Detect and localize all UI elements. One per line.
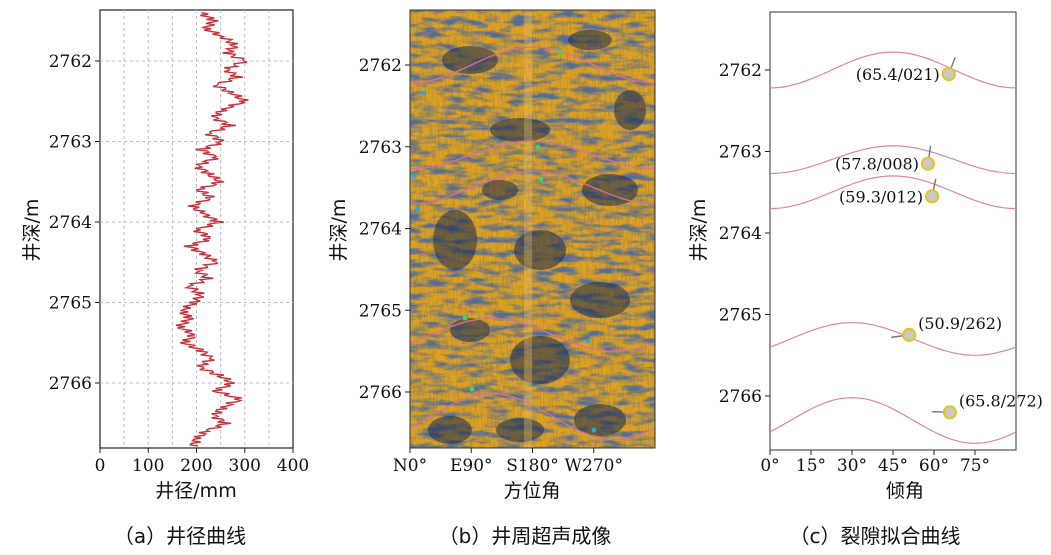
ultrasonic-x-axis-label: 方位角 <box>503 480 560 502</box>
image-dark-patch <box>482 180 518 200</box>
fracture-xtick-label: 60° <box>919 456 949 476</box>
ultrasonic-ytick-label: 2765 <box>359 301 402 321</box>
ultrasonic-image-panel: 2762 2763 2764 2765 2766 N0° E90° S180° W270° 方… <box>328 9 656 548</box>
image-pick-dot <box>421 90 427 96</box>
fit-fracture-curve <box>770 396 1016 444</box>
image-pick-dot <box>469 386 475 392</box>
fracture-ytick-label: 2763 <box>719 143 762 163</box>
image-pick-dot <box>535 144 541 150</box>
fracture-ytick-label: 2762 <box>719 61 762 81</box>
image-dark-patch <box>510 336 570 384</box>
fit-fracture-curve <box>770 175 1016 210</box>
image-dark-patch <box>496 418 544 442</box>
ultrasonic-xtick-label: N0° <box>393 456 427 476</box>
fracture-xtick-label: 0° <box>760 456 779 476</box>
fit-point <box>902 327 917 342</box>
fit-point-label: (65.4/021) <box>856 65 940 84</box>
caliper-y-axis-label: 井深/m <box>21 199 43 262</box>
image-pick-dot <box>557 49 563 55</box>
image-dark-patch <box>450 318 490 342</box>
fracture-fit-panel: (65.4/021) (57.8/008) (59.3/012) (50.9/262)… <box>688 11 1043 548</box>
image-bright-stripe <box>524 10 533 448</box>
fracture-ytick-label: 2764 <box>719 224 762 244</box>
fracture-plot-frame <box>769 11 1017 451</box>
caliper-caption: （a）井径曲线 <box>114 524 246 548</box>
image-pick-dot <box>591 427 597 433</box>
ultrasonic-ytick-label: 2764 <box>359 220 402 240</box>
fit-point <box>942 405 957 420</box>
image-fracture-trace <box>410 170 655 205</box>
image-pick-dot <box>538 176 544 182</box>
fracture-ytick-label: 2765 <box>719 306 762 326</box>
fit-fracture-curve <box>770 145 1016 175</box>
fit-point <box>941 66 956 82</box>
ultrasonic-xtick-label: S180° <box>506 456 559 476</box>
image-dark-patch <box>574 404 626 436</box>
image-fracture-trace <box>410 392 655 441</box>
ultrasonic-ytick-label: 2766 <box>359 383 402 403</box>
image-dark-patch <box>568 30 612 50</box>
fit-point-label: (57.8/008) <box>835 155 919 174</box>
fit-fracture-curve <box>770 322 1016 356</box>
image-dark-patch <box>614 90 646 130</box>
caliper-xtick-label: 300 <box>229 456 261 476</box>
fracture-y-axis-label: 井深/m <box>688 199 710 262</box>
caliper-xtick-label: 200 <box>180 456 212 476</box>
ultrasonic-xtick-label: W270° <box>565 456 623 476</box>
ultrasonic-y-axis-label: 井深/m <box>328 199 350 262</box>
fit-point-label: (59.3/012) <box>839 187 923 206</box>
caliper-ytick-label: 2763 <box>49 133 92 153</box>
fracture-x-axis-label: 倾角 <box>886 480 924 502</box>
fracture-caption: （c）裂隙拟合曲线 <box>790 524 961 548</box>
fracture-xtick-label: 15° <box>796 456 826 476</box>
caliper-xtick-label: 100 <box>132 456 164 476</box>
ultrasonic-ytick-label: 2762 <box>359 56 402 76</box>
caliper-curve <box>175 12 249 447</box>
image-dark-patch <box>514 230 566 270</box>
caliper-ytick-label: 2766 <box>49 374 92 394</box>
ultrasonic-image <box>410 10 655 448</box>
image-dark-patch <box>490 118 550 142</box>
fit-point <box>920 156 936 171</box>
caliper-xtick-label: 0 <box>95 456 106 476</box>
image-pick-dot <box>585 338 591 344</box>
fracture-xtick-label: 30° <box>837 456 867 476</box>
ultrasonic-caption: （b）井周超声成像 <box>439 524 612 548</box>
image-pick-dot <box>415 206 421 212</box>
ultrasonic-xtick-label: E90° <box>450 456 493 476</box>
fit-fracture-curve <box>770 51 1016 89</box>
image-dark-patch <box>582 174 638 206</box>
image-dark-patch <box>433 210 477 270</box>
fracture-ytick-label: 2766 <box>719 387 762 407</box>
image-dark-patch <box>428 416 472 444</box>
fit-point <box>924 189 940 204</box>
fracture-xtick-label: 45° <box>878 456 908 476</box>
fit-point-label: (65.8/272) <box>959 391 1043 410</box>
image-fracture-trace <box>410 317 655 352</box>
image-fracture-trace <box>410 140 655 170</box>
image-fracture-trace <box>410 46 655 84</box>
caliper-x-axis-label: 井径/mm <box>155 480 236 502</box>
caliper-ytick-label: 2762 <box>49 52 92 72</box>
ultrasonic-ytick-label: 2763 <box>359 138 402 158</box>
caliper-xtick-label: 400 <box>277 456 309 476</box>
caliper-ytick-label: 2764 <box>49 213 92 233</box>
image-dark-patch <box>570 282 630 318</box>
caliper-panel: 2762 2763 2764 2765 2766 0 100 200 300 400 井径/mm… <box>21 9 309 548</box>
image-dark-patch <box>442 46 498 74</box>
image-pick-dot <box>462 315 468 321</box>
caliper-ytick-label: 2765 <box>49 294 92 314</box>
image-pick-dot <box>411 173 417 179</box>
fit-point-label: (50.9/262) <box>918 314 1002 333</box>
fracture-xtick-label: 75° <box>960 456 990 476</box>
